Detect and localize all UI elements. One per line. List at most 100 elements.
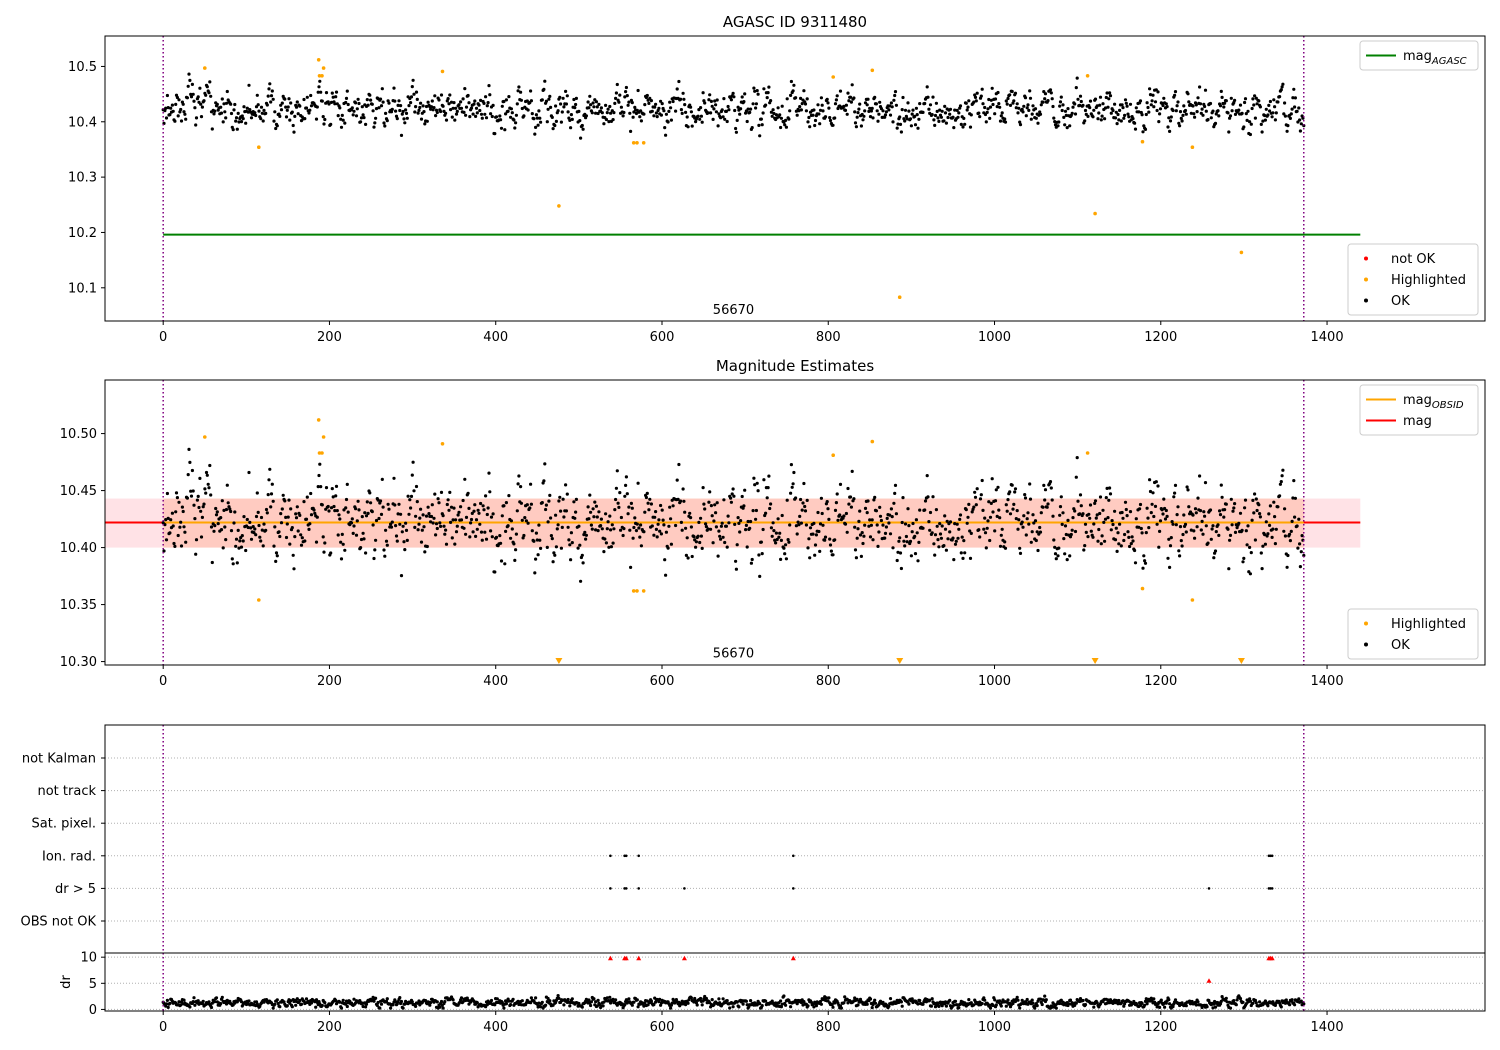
ok-point	[472, 102, 476, 106]
ok-point	[403, 548, 407, 552]
dr-point	[614, 998, 618, 1002]
ok-point	[968, 125, 973, 129]
ok-point	[740, 95, 744, 99]
ok-point	[572, 97, 576, 102]
ok-point	[335, 509, 339, 513]
ok-point	[479, 501, 483, 506]
ok-point	[624, 90, 628, 94]
ok-point	[376, 498, 380, 502]
ok-point	[315, 105, 319, 109]
ok-point	[292, 567, 296, 571]
dr-point	[717, 997, 721, 1001]
ok-point	[740, 494, 744, 499]
ok-point	[1028, 96, 1033, 100]
ok-point	[770, 534, 774, 538]
ok-point	[896, 122, 900, 126]
ok-point	[229, 509, 233, 514]
ok-point	[1199, 528, 1203, 532]
ok-point	[725, 119, 729, 124]
ok-point	[535, 116, 539, 120]
ok-point	[336, 114, 340, 118]
ok-point	[1252, 103, 1256, 107]
legend-marker-swatch	[1364, 642, 1368, 647]
ok-point	[754, 106, 758, 110]
dr-point	[1167, 998, 1171, 1002]
ok-point	[268, 82, 272, 86]
ok-point	[708, 490, 712, 494]
ok-point	[1013, 487, 1018, 491]
ok-point	[1268, 99, 1272, 104]
ok-point	[1094, 516, 1098, 520]
ok-point	[711, 117, 715, 121]
ok-point	[385, 543, 389, 547]
ok-point	[201, 505, 205, 509]
ok-point	[509, 107, 513, 111]
ok-point	[988, 116, 992, 120]
ok-point	[1209, 116, 1213, 120]
ok-point	[680, 528, 684, 532]
ok-point	[364, 551, 368, 555]
highlighted-point	[257, 598, 261, 602]
ok-point	[307, 527, 311, 532]
ok-point	[324, 91, 329, 95]
ok-point	[827, 106, 831, 110]
ok-point	[1151, 491, 1155, 495]
ok-point	[631, 536, 635, 540]
dr-point	[780, 1002, 784, 1006]
ok-point	[689, 516, 693, 520]
dr-point	[475, 1001, 479, 1005]
ok-point	[452, 506, 456, 510]
ok-point	[1299, 122, 1303, 126]
ok-point	[594, 504, 599, 508]
ok-point	[248, 520, 252, 525]
dr-point	[1279, 1005, 1283, 1009]
ok-point	[1297, 517, 1301, 521]
ok-point	[570, 117, 574, 121]
highlighted-point	[557, 204, 561, 208]
ok-point	[398, 108, 402, 113]
ok-point	[1174, 523, 1178, 527]
ok-point	[894, 512, 899, 516]
ok-point	[512, 542, 516, 546]
dr-point	[718, 1001, 722, 1005]
ok-point	[934, 508, 939, 512]
ok-point	[402, 117, 406, 121]
ok-point	[689, 105, 693, 109]
ok-point	[365, 500, 369, 504]
ok-point	[659, 113, 664, 117]
ok-point	[757, 553, 761, 557]
ok-point	[1138, 507, 1142, 511]
ok-point	[975, 91, 979, 95]
ok-point	[750, 557, 754, 562]
dr-point	[489, 998, 494, 1003]
ok-point	[1283, 114, 1287, 118]
ok-point	[1157, 545, 1161, 549]
ok-point	[569, 126, 573, 130]
ok-point	[256, 510, 260, 514]
ok-point	[1098, 95, 1103, 99]
ok-point	[1073, 529, 1078, 534]
ok-point	[865, 510, 869, 515]
ok-point	[893, 483, 898, 487]
dr-point	[361, 1004, 365, 1009]
ok-point	[719, 537, 723, 541]
ok-point	[455, 109, 459, 113]
ok-point	[224, 116, 228, 120]
ok-point	[1064, 113, 1068, 117]
ok-point	[893, 93, 897, 98]
ok-point	[222, 508, 226, 512]
ok-point	[374, 107, 379, 111]
ok-point	[1110, 519, 1114, 523]
ok-point	[630, 506, 634, 510]
ok-point	[1070, 528, 1074, 532]
ok-point	[823, 535, 828, 539]
ok-point	[1028, 89, 1032, 93]
ok-point	[734, 130, 739, 134]
dr-point	[709, 1005, 713, 1009]
ok-point	[236, 111, 240, 115]
ok-point	[1088, 503, 1093, 507]
ok-point	[1088, 106, 1092, 110]
ok-point	[730, 492, 734, 496]
ok-point	[986, 519, 990, 523]
